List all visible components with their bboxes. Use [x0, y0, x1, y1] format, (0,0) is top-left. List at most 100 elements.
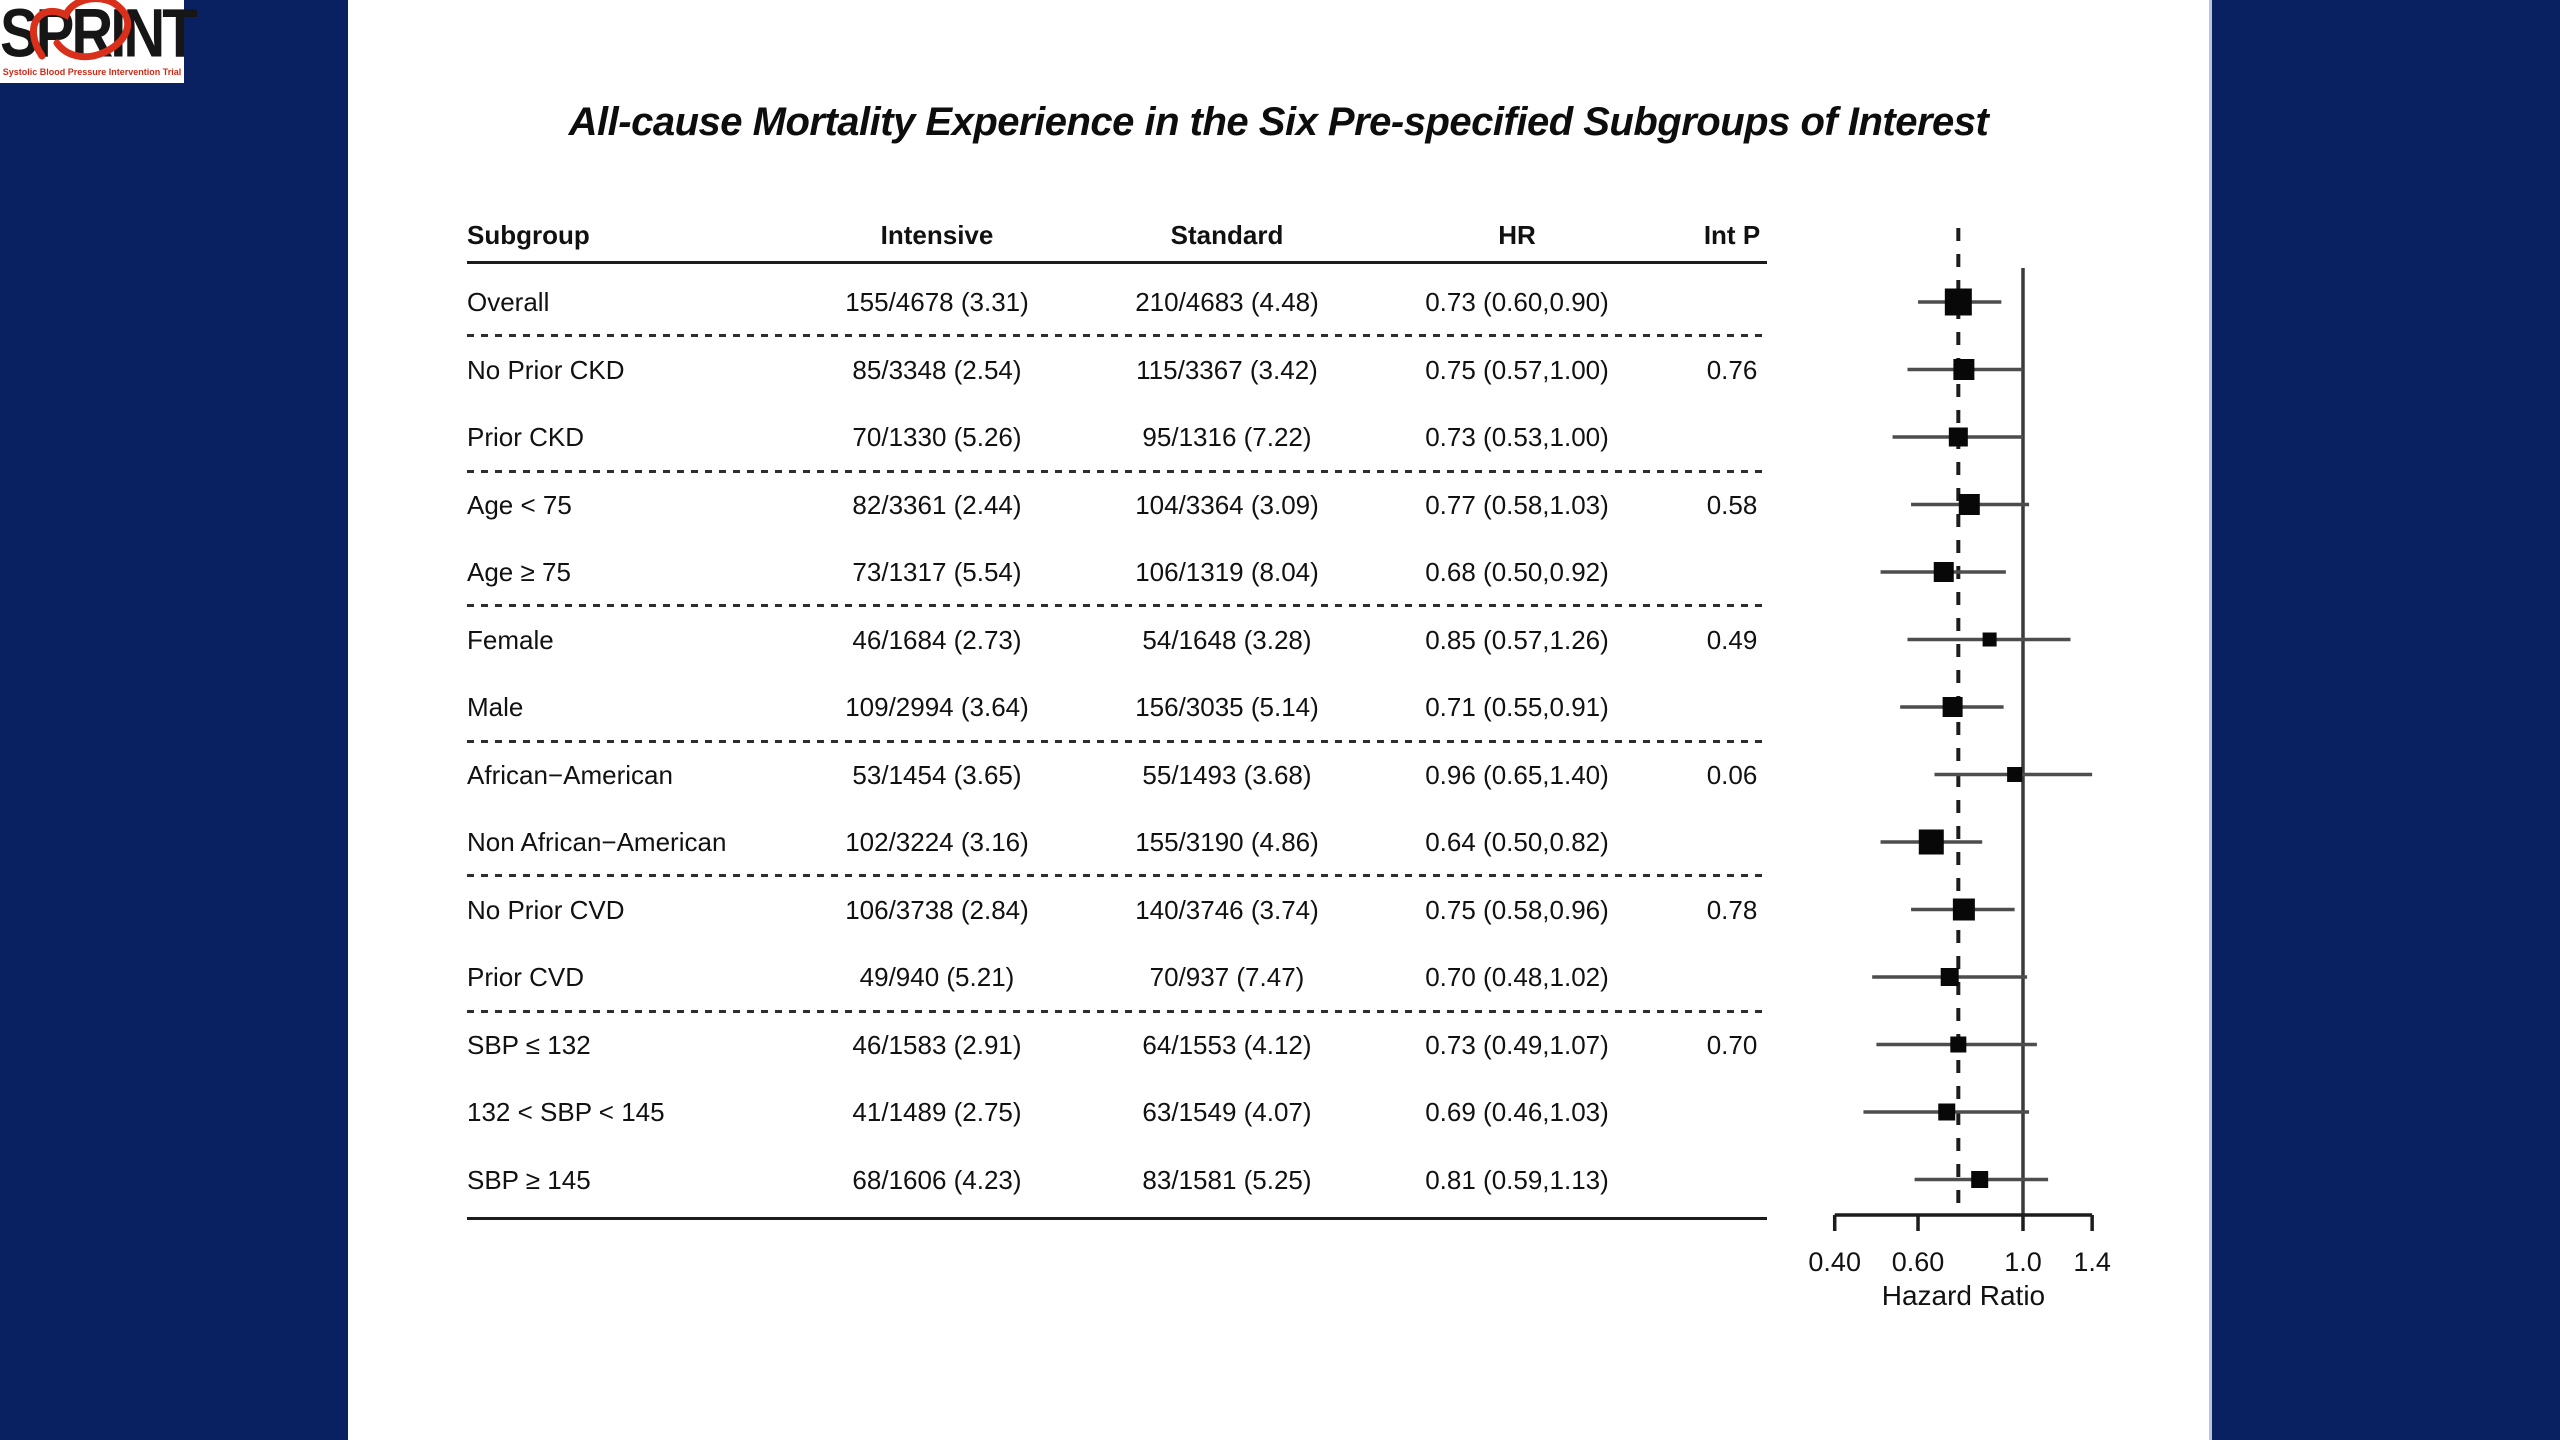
- subgroup-table: Subgroup Intensive Standard HR Int P Ove…: [467, 0, 1767, 1440]
- table-row: No Prior CVD 106/3738 (2.84) 140/3746 (3…: [467, 877, 1767, 943]
- hr-value: 0.70 (0.48,1.02): [1425, 962, 1609, 992]
- standard-value: 63/1549 (4.07): [1142, 1097, 1312, 1127]
- subgroup-label: No Prior CVD: [467, 895, 625, 925]
- hr-value: 0.96 (0.65,1.40): [1425, 760, 1609, 790]
- table-row: Female 46/1684 (2.73) 54/1648 (3.28) 0.8…: [467, 607, 1767, 673]
- intensive-value: 155/4678 (3.31): [845, 287, 1029, 317]
- intensive-value: 41/1489 (2.75): [852, 1097, 1022, 1127]
- hr-point-marker: [1940, 968, 1959, 986]
- heart-scribble-icon: [29, 0, 132, 61]
- hr-value: 0.75 (0.57,1.00): [1425, 355, 1609, 385]
- hr-point-marker: [1938, 1103, 1956, 1121]
- sprint-logo-tagline: Systolic Blood Pressure Intervention Tri…: [2, 67, 182, 77]
- x-tick-label: 0.60: [1892, 1247, 1945, 1277]
- standard-value: 64/1553 (4.12): [1142, 1030, 1312, 1060]
- interaction-p-value: 0.06: [1706, 760, 1758, 790]
- standard-value: 106/1319 (8.04): [1135, 557, 1319, 587]
- hr-point-marker: [1950, 1036, 1967, 1053]
- standard-value: 156/3035 (5.14): [1135, 692, 1319, 722]
- hr-value: 0.73 (0.53,1.00): [1425, 422, 1609, 452]
- x-axis-title: Hazard Ratio: [1882, 1280, 2045, 1311]
- hr-point-marker: [1948, 427, 1968, 447]
- hr-value: 0.85 (0.57,1.26): [1425, 625, 1609, 655]
- hr-value: 0.75 (0.58,0.96): [1425, 895, 1609, 925]
- intensive-value: 46/1583 (2.91): [852, 1030, 1022, 1060]
- intensive-value: 82/3361 (2.44): [852, 490, 1022, 520]
- hr-point-marker: [1952, 898, 1975, 921]
- subgroup-label: 132 < SBP < 145: [467, 1097, 665, 1127]
- subgroup-label: SBP ≤ 132: [467, 1030, 591, 1060]
- interaction-p-value: 0.78: [1706, 895, 1758, 925]
- standard-value: 95/1316 (7.22): [1142, 422, 1312, 452]
- subgroup-label: No Prior CKD: [467, 355, 625, 385]
- interaction-p-value: 0.76: [1706, 355, 1758, 385]
- hr-point-marker: [1933, 562, 1954, 582]
- subgroup-label: Overall: [467, 287, 550, 317]
- hr-point-marker: [1982, 632, 1997, 647]
- x-tick-label: 0.40: [1808, 1247, 1861, 1277]
- hr-value: 0.64 (0.50,0.82): [1425, 827, 1609, 857]
- col-header-standard: Standard: [1170, 220, 1284, 250]
- standard-value: 115/3367 (3.42): [1136, 355, 1318, 385]
- interaction-p-value: 0.70: [1706, 1030, 1758, 1060]
- table-bottom-border: [467, 1217, 1767, 1220]
- subgroup-label: Prior CKD: [467, 422, 585, 452]
- standard-value: 70/937 (7.47): [1149, 962, 1305, 992]
- table-row: Overall 155/4678 (3.31) 210/4683 (4.48) …: [467, 269, 1767, 335]
- table-row: Age < 75 82/3361 (2.44) 104/3364 (3.09) …: [467, 472, 1767, 538]
- standard-value: 104/3364 (3.09): [1135, 490, 1319, 520]
- hr-point-marker: [1942, 697, 1963, 717]
- interaction-p-value: 0.58: [1706, 490, 1758, 520]
- standard-value: 55/1493 (3.68): [1142, 760, 1312, 790]
- hr-point-marker: [1953, 359, 1975, 380]
- hr-value: 0.73 (0.60,0.90): [1425, 287, 1609, 317]
- table-row: Non African−American 102/3224 (3.16) 155…: [467, 809, 1767, 875]
- dashed-divider: [467, 740, 1767, 743]
- table-header-row: Subgroup Intensive Standard HR Int P: [467, 202, 1767, 268]
- subgroup-label: Female: [467, 625, 554, 655]
- header-divider: [467, 261, 1767, 264]
- intensive-value: 68/1606 (4.23): [852, 1165, 1022, 1195]
- hr-value: 0.77 (0.58,1.03): [1425, 490, 1609, 520]
- intensive-value: 73/1317 (5.54): [852, 557, 1022, 587]
- standard-value: 210/4683 (4.48): [1135, 287, 1319, 317]
- hr-point-marker: [1918, 829, 1944, 855]
- hr-point-marker: [2007, 767, 2023, 782]
- hr-value: 0.69 (0.46,1.03): [1425, 1097, 1609, 1127]
- table-row: SBP ≥ 145 68/1606 (4.23) 83/1581 (5.25) …: [467, 1147, 1767, 1213]
- table-row: Prior CKD 70/1330 (5.26) 95/1316 (7.22) …: [467, 404, 1767, 470]
- standard-value: 140/3746 (3.74): [1135, 895, 1319, 925]
- table-row: Prior CVD 49/940 (5.21) 70/937 (7.47) 0.…: [467, 944, 1767, 1010]
- dashed-divider: [467, 470, 1767, 473]
- table-row: African−American 53/1454 (3.65) 55/1493 …: [467, 742, 1767, 808]
- subgroup-label: SBP ≥ 145: [467, 1165, 591, 1195]
- subgroup-label: Male: [467, 692, 524, 722]
- hr-value: 0.71 (0.55,0.91): [1425, 692, 1609, 722]
- col-header-intensive: Intensive: [880, 220, 994, 250]
- table-row: No Prior CKD 85/3348 (2.54) 115/3367 (3.…: [467, 337, 1767, 403]
- interaction-p-value: 0.49: [1706, 625, 1758, 655]
- right-border-band: [2209, 0, 2560, 1440]
- hr-point-marker: [1958, 494, 1980, 515]
- intensive-value: 49/940 (5.21): [859, 962, 1015, 992]
- intensive-value: 70/1330 (5.26): [852, 422, 1022, 452]
- table-row: Age ≥ 75 73/1317 (5.54) 106/1319 (8.04) …: [467, 539, 1767, 605]
- intensive-value: 85/3348 (2.54): [852, 355, 1022, 385]
- hr-value: 0.81 (0.59,1.13): [1425, 1165, 1609, 1195]
- table-row: Male 109/2994 (3.64) 156/3035 (5.14) 0.7…: [467, 674, 1767, 740]
- subgroup-label: African−American: [467, 760, 673, 790]
- dashed-divider: [467, 1010, 1767, 1013]
- col-header-hr: HR: [1498, 220, 1536, 250]
- page-title: All-cause Mortality Experience in the Si…: [568, 100, 1989, 144]
- x-tick-label: 1.4: [2073, 1247, 2111, 1277]
- hr-value: 0.73 (0.49,1.07): [1425, 1030, 1609, 1060]
- subgroup-label: Age ≥ 75: [467, 557, 571, 587]
- standard-value: 54/1648 (3.28): [1142, 625, 1312, 655]
- dashed-divider: [467, 334, 1767, 337]
- intensive-value: 109/2994 (3.64): [845, 692, 1029, 722]
- intensive-value: 53/1454 (3.65): [852, 760, 1022, 790]
- col-header-int-p: Int P: [1703, 220, 1761, 250]
- hr-point-marker: [1971, 1171, 1989, 1188]
- standard-value: 83/1581 (5.25): [1142, 1165, 1312, 1195]
